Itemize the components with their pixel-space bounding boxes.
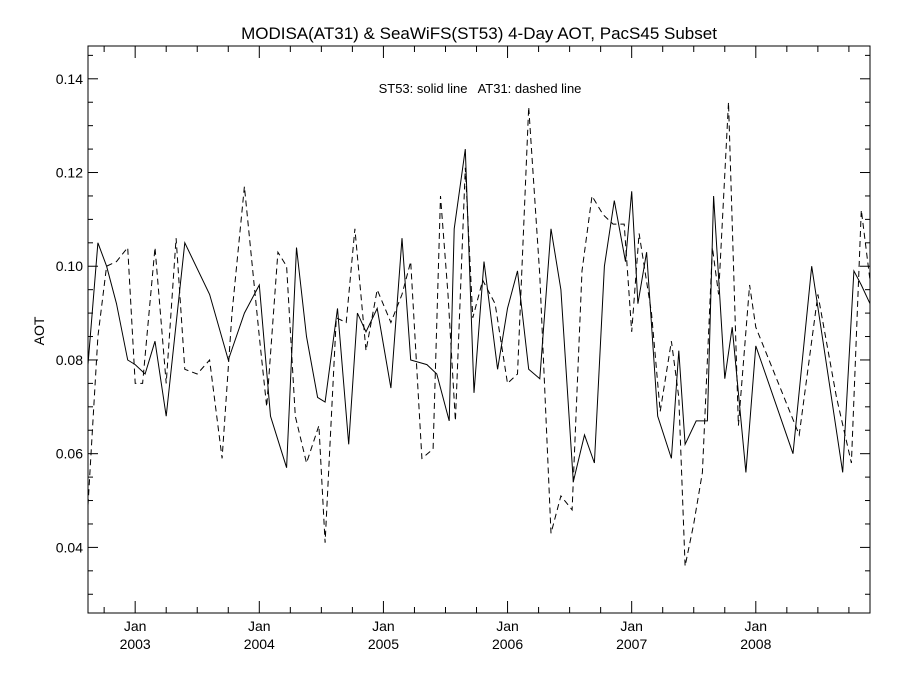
x-tick-label-month: Jan [620, 618, 643, 634]
x-tick-label-year: 2004 [244, 636, 275, 652]
y-tick-label: 0.10 [56, 258, 83, 274]
y-tick-label: 0.08 [56, 352, 83, 368]
x-tick-label-year: 2005 [368, 636, 399, 652]
x-tick-label-year: 2003 [120, 636, 151, 652]
x-tick-label-year: 2007 [616, 636, 647, 652]
x-tick-label-month: Jan [745, 618, 768, 634]
y-tick-label: 0.04 [56, 539, 83, 555]
chart-title: MODISA(AT31) & SeaWiFS(ST53) 4-Day AOT, … [241, 24, 717, 43]
x-tick-label-month: Jan [372, 618, 395, 634]
x-tick-label-month: Jan [124, 618, 147, 634]
axis-tick-labels: 0.04 0.06 0.08 0.10 0.12 0.14 Jan 2003 Jan 2004 Ja… [56, 71, 772, 652]
y-tick-label: 0.06 [56, 446, 83, 462]
series-line-at31 [87, 102, 871, 567]
series-line-st53 [87, 149, 871, 482]
plot-frame [87, 45, 871, 614]
y-tick-label: 0.12 [56, 165, 83, 181]
axis-ticks [88, 46, 870, 613]
y-tick-label: 0.14 [56, 71, 83, 87]
series-group [87, 102, 871, 567]
x-tick-label-month: Jan [248, 618, 271, 634]
x-tick-label-year: 2006 [492, 636, 523, 652]
x-tick-label-year: 2008 [740, 636, 771, 652]
x-tick-label-month: Jan [496, 618, 519, 634]
legend-note: ST53: solid line AT31: dashed line [379, 81, 582, 96]
y-axis-label: AOT [31, 316, 47, 345]
